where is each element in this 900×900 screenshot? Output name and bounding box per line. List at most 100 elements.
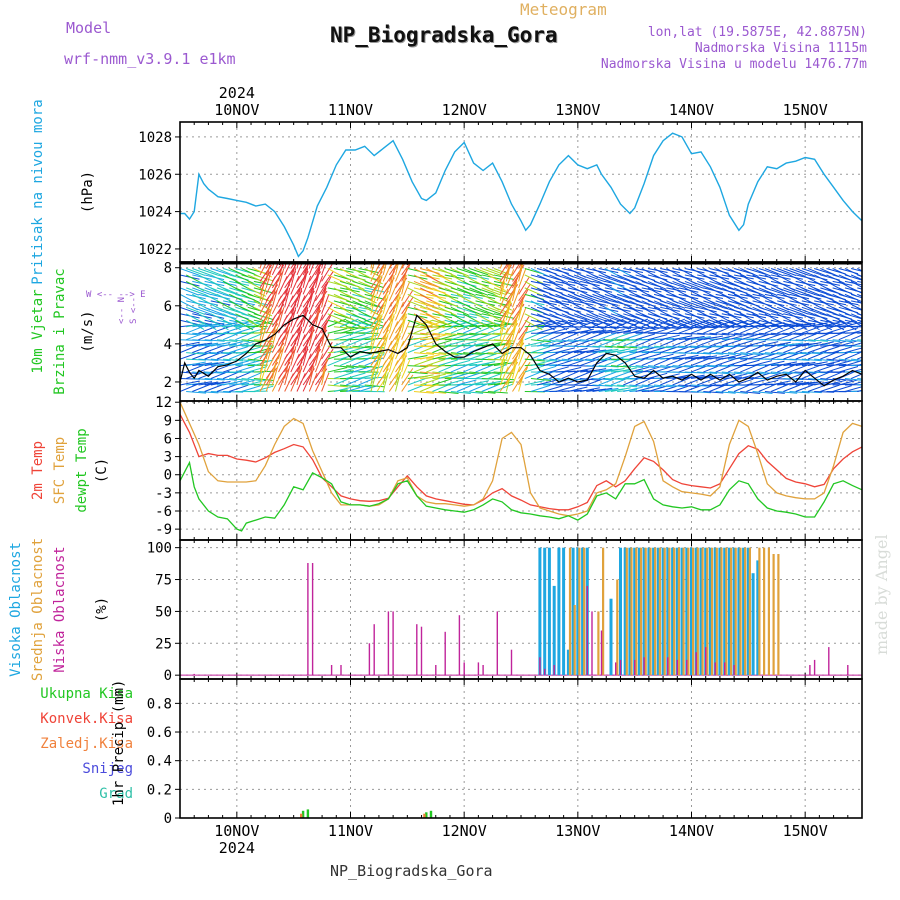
wind-barb: [813, 313, 833, 323]
wind-barb: [265, 262, 271, 269]
station-title: NP_Biogradska_Gora: [330, 23, 558, 47]
wind-barb: [549, 339, 569, 347]
wind-barb: [795, 287, 815, 295]
wind-barb: [259, 262, 268, 276]
wind-barb: [666, 293, 686, 300]
wind-barb: [524, 287, 544, 297]
wind-barb: [672, 319, 692, 329]
wind-barb: [499, 288, 509, 308]
wind-barb: [820, 345, 840, 354]
wind-barb: [419, 287, 439, 298]
wind-barb: [382, 262, 392, 282]
wind-barb: [505, 289, 516, 308]
cloud-bar: [727, 547, 731, 676]
wind-barb: [180, 287, 199, 296]
wind-barb: [715, 300, 735, 308]
wind-barb: [758, 379, 779, 386]
wind-barb: [697, 326, 718, 329]
wind-barb: [807, 268, 827, 277]
wind-barb: [241, 339, 262, 343]
cloud-bar: [557, 547, 561, 676]
wind-barb: [536, 379, 557, 386]
wind-barb: [629, 327, 649, 334]
wind-barb: [617, 378, 638, 380]
wind-barb: [290, 268, 297, 289]
wind-barb: [555, 287, 576, 294]
wind-barb: [598, 313, 618, 321]
precip-bar: [425, 812, 428, 818]
wind-barb: [327, 300, 347, 310]
wind-barb: [660, 280, 679, 290]
wind-barb: [376, 274, 383, 295]
wind-barb: [580, 348, 600, 354]
wind-barb: [641, 345, 662, 349]
wind-barb: [709, 371, 730, 375]
cloud-bar: [581, 547, 585, 676]
wind-barb: [204, 378, 225, 381]
wind-barb: [715, 384, 736, 387]
wind-barb: [752, 333, 772, 341]
wind-barb: [315, 373, 325, 392]
wind-barb: [210, 287, 230, 296]
wind-barb: [376, 313, 383, 334]
wind-barb: [235, 340, 255, 347]
wind-barb: [820, 306, 839, 316]
wind-barb: [838, 366, 859, 373]
wind-barb: [321, 303, 333, 321]
wind-barb: [426, 306, 445, 317]
wind-barb: [438, 390, 459, 394]
wind-barb: [592, 274, 612, 283]
wind-barb: [413, 352, 434, 355]
wind-barb: [573, 370, 593, 379]
wind-barb: [826, 319, 845, 331]
wind-barb: [463, 319, 482, 330]
wind-barb: [450, 287, 471, 295]
wind-barb: [660, 334, 680, 341]
wind-barb: [235, 274, 254, 284]
wind-barb: [777, 352, 798, 355]
wind-barb: [463, 352, 484, 355]
wind-barb: [475, 319, 494, 330]
wind-barb: [481, 332, 502, 336]
wind-barb: [493, 306, 513, 315]
wind-barb: [672, 326, 693, 329]
wind-barb: [586, 313, 606, 322]
wind-barb: [814, 306, 834, 314]
wind-barb: [413, 374, 434, 380]
wind-barb: [555, 339, 576, 343]
wind-barb: [352, 326, 372, 334]
y-tick-label: 3: [164, 450, 172, 466]
wind-barb: [629, 313, 649, 323]
wind-barb: [703, 352, 724, 355]
wind-barb: [690, 280, 710, 289]
wind-barb: [296, 295, 306, 314]
wind-barb: [734, 332, 755, 336]
wind-barb: [475, 361, 496, 367]
wind-barb: [401, 368, 414, 386]
wind-barb: [481, 268, 501, 276]
wind-barb: [265, 328, 278, 347]
wind-barb: [475, 352, 496, 355]
wind-barb: [229, 306, 248, 316]
wind-barb: [382, 372, 389, 392]
wind-barb: [186, 361, 206, 367]
wind-barb: [457, 332, 478, 336]
wind-barb: [358, 293, 377, 304]
wind-barb: [777, 306, 797, 315]
wind-barb: [598, 365, 619, 368]
wind-barb: [789, 325, 809, 334]
wind-barb: [684, 319, 704, 328]
wind-barb: [290, 307, 297, 327]
axis-label-group: 10m Vjetar: [30, 289, 46, 373]
wind-barb: [229, 360, 249, 367]
wind-barb: [617, 367, 637, 373]
wind-barb: [235, 365, 255, 373]
wind-barb: [426, 280, 445, 290]
wind-barb: [573, 331, 593, 341]
wind-barb: [426, 373, 446, 380]
wind-barb: [186, 390, 207, 394]
cloud-bar: [694, 547, 698, 676]
wind-barb: [518, 289, 529, 308]
wind-barb: [826, 340, 847, 347]
wind-barb: [192, 268, 212, 276]
